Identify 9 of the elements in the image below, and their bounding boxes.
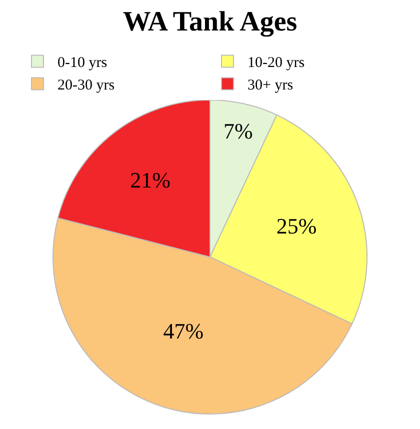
legend-label: 30+ yrs — [248, 78, 294, 94]
data-label: 7% — [223, 118, 253, 144]
legend-label: 10-20 yrs — [248, 55, 305, 72]
data-label: 47% — [163, 318, 204, 344]
data-label: 21% — [130, 168, 171, 193]
data-label: 25% — [276, 213, 317, 238]
chart-title: WA Tank Ages — [122, 6, 298, 38]
legend-label: 0-10 yrs — [58, 55, 108, 72]
legend-label: 20-30 yrs — [58, 78, 115, 94]
